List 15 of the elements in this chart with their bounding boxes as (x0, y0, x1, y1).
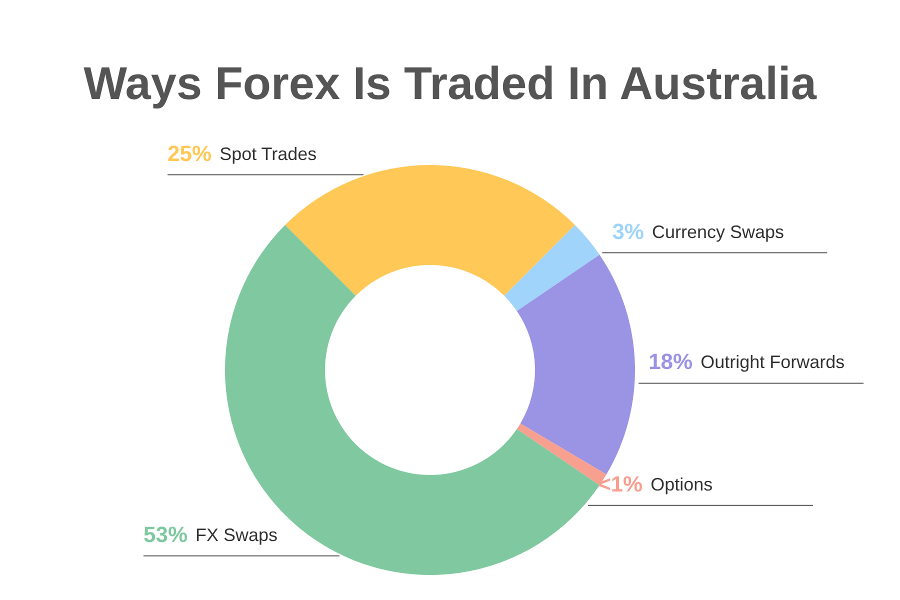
data-label: 18% (648, 349, 693, 374)
data-label: 53% (143, 522, 188, 547)
slice-label: Options (650, 474, 713, 494)
donut-slice (225, 225, 600, 575)
slice-label: Spot Trades (220, 144, 317, 164)
donut-slice (504, 225, 600, 311)
donut-slice (285, 165, 575, 296)
slice-label: Outright Forwards (700, 352, 845, 372)
slice-label: Currency Swaps (652, 222, 784, 242)
data-label: <1% (598, 471, 643, 496)
data-label: 3% (612, 218, 644, 244)
donut-slice (516, 254, 635, 474)
slice-label: FX Swaps (196, 524, 278, 545)
chart-title: Ways Forex Is Traded In Australia (82, 56, 818, 110)
data-label: 25% (168, 140, 212, 166)
